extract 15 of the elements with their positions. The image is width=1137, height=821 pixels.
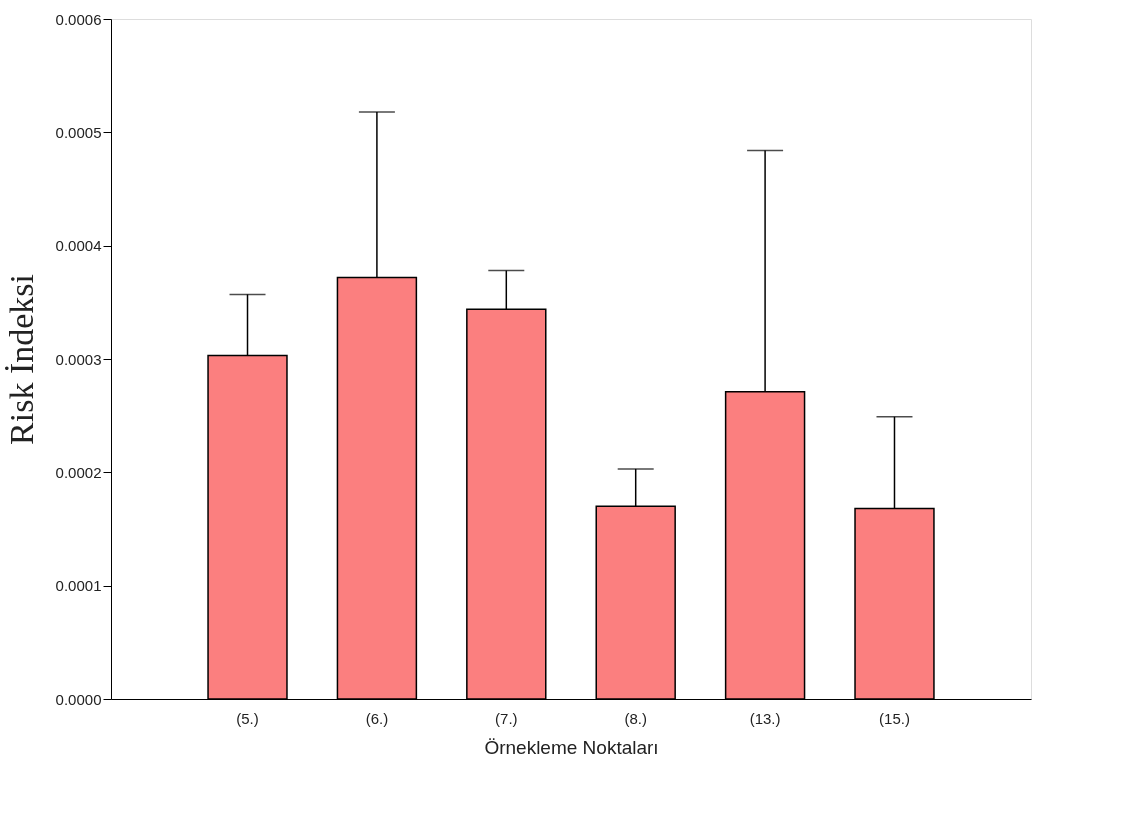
y-tick-label: 0.0002	[55, 463, 102, 481]
y-tick-label: 0.0003	[55, 350, 102, 368]
x-tick-label: (15.)	[879, 709, 910, 727]
y-tick-label: 0.0004	[55, 237, 102, 255]
y-tick-label: 0.0006	[55, 10, 102, 28]
x-tick-label: (5.)	[236, 709, 259, 727]
y-tick-label: 0.0001	[55, 577, 102, 595]
x-tick-label: (7.)	[495, 709, 518, 727]
x-tick-label: (13.)	[749, 709, 781, 727]
y-tick-label: 0.0005	[55, 123, 102, 141]
y-tick-label: 0.0000	[55, 690, 102, 708]
x-axis-title: Örnekleme Noktaları	[484, 736, 659, 758]
x-tick-label: (6.)	[365, 709, 389, 727]
y-axis-title: Risk İndeksi	[2, 274, 40, 445]
x-tick-label: (8.)	[624, 709, 647, 727]
